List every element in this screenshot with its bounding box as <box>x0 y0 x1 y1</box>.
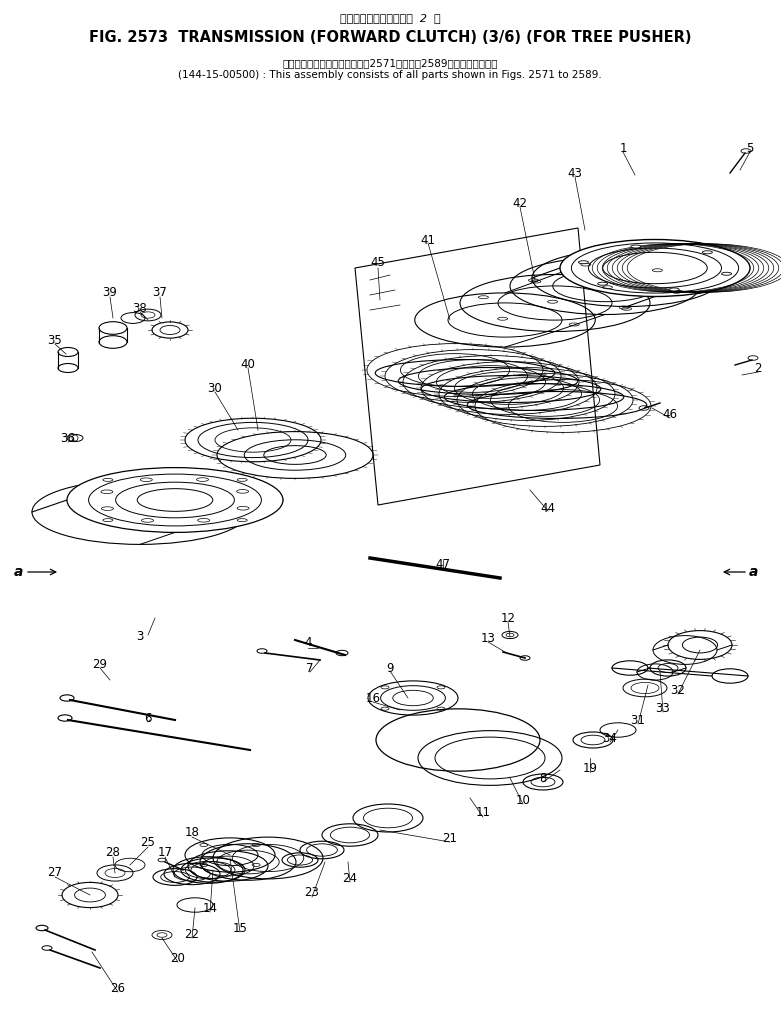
Text: 38: 38 <box>133 301 148 315</box>
Ellipse shape <box>572 243 739 293</box>
Text: 12: 12 <box>501 611 515 624</box>
Text: 13: 13 <box>480 631 495 645</box>
Text: 2: 2 <box>754 361 761 375</box>
Text: このアセンブリの構成部品は第2571図から第2589図まで含みます。: このアセンブリの構成部品は第2571図から第2589図まで含みます。 <box>282 58 497 68</box>
Text: 7: 7 <box>306 662 314 675</box>
Text: 34: 34 <box>603 732 618 744</box>
Ellipse shape <box>702 251 712 254</box>
Text: 44: 44 <box>540 501 555 515</box>
Text: 18: 18 <box>184 826 199 839</box>
Text: 25: 25 <box>141 836 155 850</box>
Text: 47: 47 <box>436 558 451 571</box>
Ellipse shape <box>101 490 113 493</box>
Text: 45: 45 <box>370 257 386 270</box>
Text: a: a <box>748 565 758 579</box>
Text: 39: 39 <box>102 286 117 299</box>
Text: 22: 22 <box>184 929 199 942</box>
Text: 9: 9 <box>387 662 394 675</box>
Text: 31: 31 <box>630 714 645 727</box>
Text: 32: 32 <box>671 683 686 696</box>
Text: 15: 15 <box>233 922 248 935</box>
Text: 40: 40 <box>241 358 255 371</box>
Text: 8: 8 <box>540 771 547 785</box>
Text: 28: 28 <box>105 847 120 860</box>
Text: 21: 21 <box>443 831 458 844</box>
Text: 26: 26 <box>110 982 126 995</box>
Text: 19: 19 <box>583 761 597 774</box>
Text: 46: 46 <box>662 408 677 421</box>
Text: トランスミッション　第  2  章: トランスミッション 第 2 章 <box>340 13 440 23</box>
Text: 11: 11 <box>476 807 490 819</box>
Text: 4: 4 <box>305 636 312 650</box>
Text: 36: 36 <box>61 431 76 445</box>
Text: 17: 17 <box>158 847 173 860</box>
Text: 14: 14 <box>202 901 217 915</box>
Ellipse shape <box>560 240 750 296</box>
Text: 35: 35 <box>48 334 62 346</box>
Ellipse shape <box>376 708 540 771</box>
Text: 41: 41 <box>420 233 436 247</box>
Text: FIG. 2573  TRANSMISSION (FORWARD CLUTCH) (3/6) (FOR TREE PUSHER): FIG. 2573 TRANSMISSION (FORWARD CLUTCH) … <box>89 30 691 45</box>
Text: 42: 42 <box>512 197 527 209</box>
Text: 5: 5 <box>747 141 754 154</box>
Text: (144-15-00500) : This assembly consists of all parts shown in Figs. 2571 to 2589: (144-15-00500) : This assembly consists … <box>178 70 602 80</box>
Ellipse shape <box>237 489 248 493</box>
Text: 29: 29 <box>92 659 108 672</box>
Text: 23: 23 <box>305 886 319 899</box>
Text: 37: 37 <box>152 286 167 299</box>
Text: 10: 10 <box>515 794 530 807</box>
Ellipse shape <box>102 506 113 511</box>
Text: a: a <box>13 565 23 579</box>
Ellipse shape <box>141 478 152 481</box>
Ellipse shape <box>141 519 154 523</box>
Text: 27: 27 <box>48 867 62 880</box>
Text: 20: 20 <box>170 951 185 964</box>
Text: 24: 24 <box>343 872 358 884</box>
Ellipse shape <box>597 282 608 285</box>
Ellipse shape <box>197 478 209 481</box>
Ellipse shape <box>67 468 283 533</box>
Text: 16: 16 <box>366 691 380 704</box>
Ellipse shape <box>579 261 588 264</box>
Text: 33: 33 <box>655 701 670 715</box>
Ellipse shape <box>722 272 732 275</box>
Ellipse shape <box>631 245 641 248</box>
Ellipse shape <box>237 506 249 511</box>
Text: 3: 3 <box>137 629 144 642</box>
Ellipse shape <box>198 519 209 522</box>
Text: 6: 6 <box>144 712 152 725</box>
Text: 30: 30 <box>208 382 223 395</box>
Ellipse shape <box>669 288 679 291</box>
Text: 1: 1 <box>619 141 626 154</box>
Ellipse shape <box>603 253 708 283</box>
Text: 43: 43 <box>568 166 583 180</box>
Ellipse shape <box>589 248 722 288</box>
